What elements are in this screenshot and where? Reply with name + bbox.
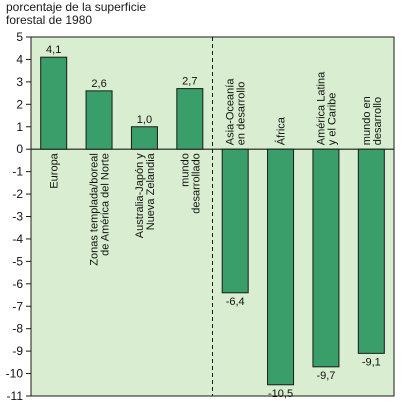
y-tick-label: -4 [12, 232, 23, 246]
category-label: desarrollado [190, 153, 202, 214]
category-label: Nueva Zelandia [145, 152, 157, 230]
y-tick-label: 1 [16, 120, 23, 134]
bar [267, 148, 295, 386]
y-tick-label: -8 [12, 322, 23, 336]
plot-area [30, 36, 395, 397]
value-label: 4,1 [46, 44, 61, 56]
value-label: -6,4 [226, 296, 245, 308]
y-tick-label: -11 [7, 389, 24, 403]
category-label: mundo [179, 153, 191, 187]
y-tick-label: -9 [12, 344, 23, 358]
bar [221, 148, 249, 294]
bar [130, 126, 158, 150]
y-tick-label: -10 [6, 367, 24, 381]
bar [357, 148, 385, 354]
bar [312, 148, 340, 368]
value-label: -9,7 [316, 370, 335, 382]
y-tick-label: -3 [12, 210, 23, 224]
value-label: 2,6 [91, 78, 106, 90]
y-tick-label: -7 [12, 299, 23, 313]
category-label: Europa [49, 152, 61, 188]
category-label: y el Caribe [326, 93, 338, 146]
bar [40, 56, 68, 150]
category-label: mundo en [361, 96, 373, 145]
y-axis-title-line-2: forestal de 1980 [6, 13, 93, 27]
y-axis-title-line-1: porcentaje de la superficie [6, 0, 147, 14]
category-label: África [275, 116, 288, 145]
category-label: en desarrollo [236, 82, 248, 146]
value-label: 2,7 [182, 76, 197, 88]
y-tick-label: -2 [12, 187, 23, 201]
category-label: Zonas templada/boreal [89, 153, 101, 266]
category-label: Australia-Japón y [134, 153, 146, 238]
y-tick-label: -1 [12, 165, 23, 179]
category-label: desarrollo [372, 97, 384, 145]
y-tick-label: -5 [12, 254, 23, 268]
value-label: -10,5 [268, 388, 293, 400]
y-axis-title: porcentaje de la superficie forestal de … [6, 1, 146, 27]
y-tick-label: 2 [16, 97, 23, 111]
y-tick-label: -6 [12, 277, 23, 291]
value-label: 1,0 [137, 114, 152, 126]
category-label: América Latina [315, 71, 327, 145]
category-label: Asia-Oceanía [225, 78, 237, 146]
value-label: -9,1 [362, 356, 381, 368]
y-tick-label: 0 [16, 142, 23, 156]
y-tick-label: 3 [16, 75, 23, 89]
bar [85, 90, 113, 150]
y-tick-label: 4 [16, 52, 23, 66]
category-label: de América del Norte [100, 153, 112, 256]
y-tick-label: 5 [16, 30, 23, 44]
bar [176, 88, 204, 150]
